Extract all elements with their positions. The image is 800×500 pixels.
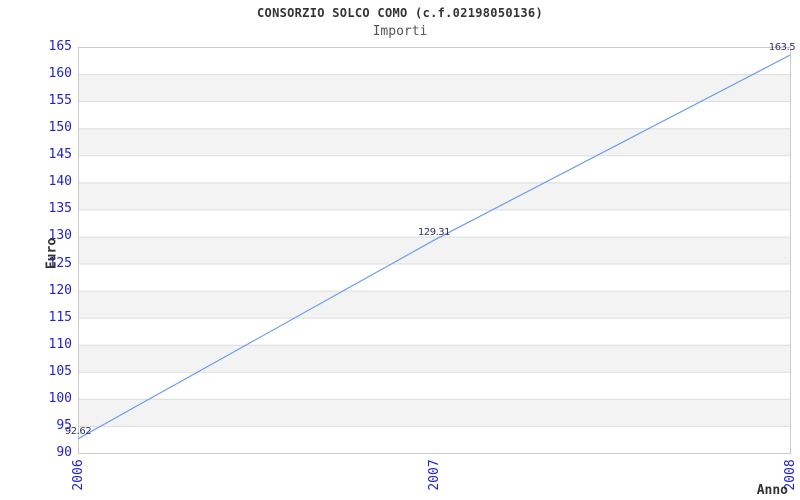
- band: [78, 236, 790, 264]
- chart-title: CONSORZIO SOLCO COMO (c.f.02198050136): [257, 6, 543, 20]
- y-tick-label: 95: [56, 417, 72, 433]
- chart-subtitle: Importi: [372, 24, 428, 39]
- y-tick-label: 110: [48, 336, 72, 352]
- y-tick-label: 160: [48, 66, 72, 82]
- y-tick-label: 105: [48, 363, 72, 379]
- y-tick-label: 145: [48, 147, 72, 163]
- y-tick-label: 90: [56, 445, 72, 460]
- data-point-label: 129.31: [418, 227, 451, 239]
- x-tick-label: 2007: [427, 459, 442, 491]
- y-tick-label: 165: [48, 39, 72, 54]
- band: [78, 182, 790, 210]
- y-tick-label: 155: [48, 93, 72, 109]
- band: [78, 290, 790, 318]
- y-tick-label: 100: [48, 390, 72, 406]
- plot-border: [78, 47, 791, 454]
- data-point-label: 92.62: [64, 425, 92, 437]
- y-tick-label: 120: [48, 282, 72, 298]
- band: [78, 128, 790, 156]
- y-axis-label: Euro: [44, 237, 60, 270]
- band: [78, 344, 790, 372]
- y-tick-label: 125: [48, 255, 72, 271]
- series-line: [77, 54, 791, 440]
- data-point-label: 163.5: [768, 42, 796, 54]
- band: [78, 74, 790, 102]
- x-axis-label: Anno: [756, 483, 788, 498]
- band: [78, 398, 790, 426]
- y-tick-label: 150: [48, 120, 72, 136]
- x-tick-label: 2006: [71, 459, 86, 491]
- y-tick-label: 135: [48, 201, 72, 217]
- y-tick-label: 140: [48, 174, 72, 190]
- y-tick-label: 115: [48, 309, 72, 325]
- y-tick-label: 130: [48, 228, 72, 244]
